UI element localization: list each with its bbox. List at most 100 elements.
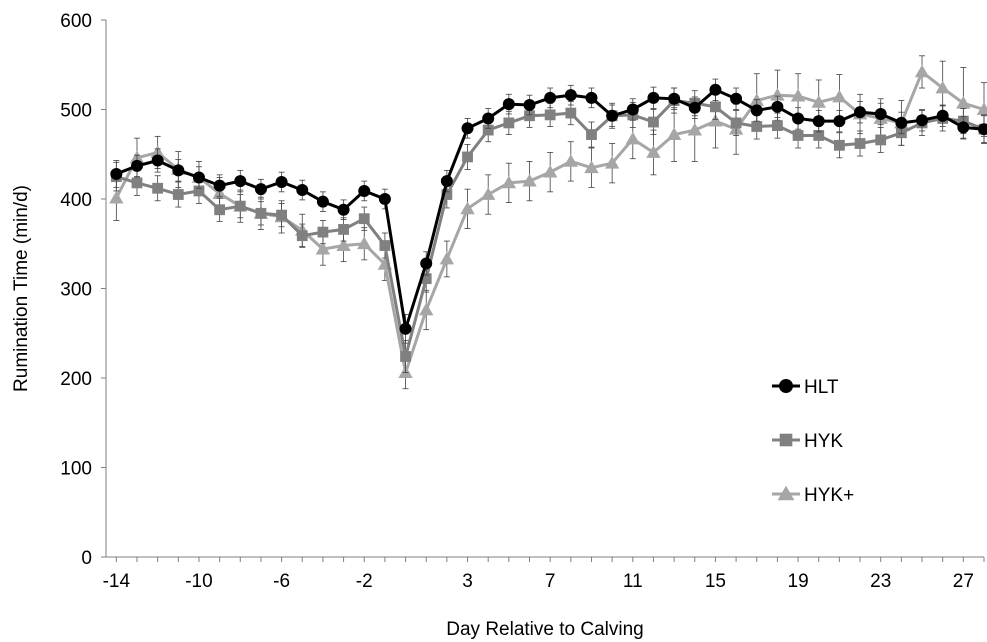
legend-marker (779, 379, 793, 393)
data-point (936, 109, 949, 122)
x-ticks: -14 -10 -6 -2 3 7 11 15 19 23 27 (103, 557, 985, 592)
data-point (358, 213, 370, 225)
data-point (317, 226, 329, 238)
y-tick-label: 400 (60, 190, 92, 211)
legend-label: HYK (804, 431, 843, 452)
data-point (565, 107, 577, 119)
data-point (501, 175, 517, 189)
data-point (480, 187, 496, 200)
data-point (544, 91, 557, 104)
data-point (482, 112, 495, 125)
data-point (688, 101, 701, 114)
data-point (378, 193, 391, 205)
y-tick-label: 500 (60, 101, 92, 122)
y-tick-label: 600 (60, 11, 92, 32)
data-point (234, 200, 246, 212)
data-point (357, 236, 372, 250)
data-point (790, 88, 806, 102)
data-point (214, 204, 226, 216)
data-point (956, 96, 971, 109)
data-point (770, 87, 785, 101)
y-axis-title: Rumination Time (min/d) (11, 185, 32, 392)
data-point (606, 109, 619, 122)
data-point (503, 117, 515, 129)
data-point (109, 190, 124, 204)
data-point (213, 179, 226, 192)
x-tick-label: -10 (185, 571, 212, 592)
legend: HLT HYK HYK+ (772, 377, 854, 506)
y-ticks: 0 100 200 300 400 500 600 (60, 11, 106, 569)
legend-marker (777, 485, 795, 501)
data-point (957, 121, 970, 134)
x-tick-label: -2 (356, 571, 373, 592)
data-point (276, 209, 287, 221)
data-point (811, 95, 826, 108)
data-point (916, 114, 929, 127)
data-point (585, 91, 598, 104)
data-point (337, 203, 350, 216)
data-point (666, 127, 682, 140)
data-point (874, 107, 887, 120)
data-point (296, 184, 309, 197)
data-point (234, 175, 247, 188)
data-point (813, 130, 825, 141)
data-point (316, 195, 329, 208)
x-tick-label: 15 (705, 571, 726, 592)
data-point (812, 115, 825, 128)
data-point (750, 104, 763, 117)
data-point (462, 151, 473, 163)
data-point (668, 92, 681, 105)
data-point (647, 91, 660, 104)
y-tick-label: 100 (60, 459, 92, 480)
data-point (419, 302, 434, 316)
data-point (461, 122, 474, 135)
data-point (751, 121, 763, 132)
data-point (338, 224, 349, 235)
data-point (626, 103, 639, 116)
data-point (441, 189, 453, 200)
data-point (315, 241, 331, 255)
x-tick-label: 27 (953, 571, 974, 592)
x-tick-label: -6 (273, 571, 290, 592)
data-point (420, 273, 432, 285)
legend-marker (779, 433, 793, 447)
x-tick-label: 7 (545, 571, 556, 592)
series-line (115, 99, 985, 357)
y-tick-label: 300 (60, 280, 92, 301)
legend-label: HYK+ (804, 485, 854, 506)
data-point (152, 182, 164, 194)
data-point (586, 129, 597, 140)
y-tick-label: 200 (60, 369, 92, 390)
legend-item: HLT (772, 377, 839, 398)
axes: 0 100 200 300 400 500 600 -14 -10 -6 -2 3 7 11 15 19 23… (60, 11, 985, 592)
data-point (439, 251, 455, 265)
data-point (625, 131, 640, 145)
series-hlt (110, 78, 987, 344)
data-point (646, 145, 661, 158)
data-point (482, 124, 494, 136)
x-tick-label: -14 (103, 571, 131, 592)
legend-item: HYK (772, 431, 843, 452)
data-point (379, 240, 391, 251)
data-point (978, 123, 987, 136)
data-point (131, 177, 143, 189)
data-point (648, 116, 659, 128)
data-point (172, 164, 185, 177)
legend-label: HLT (804, 377, 839, 398)
data-point (792, 130, 804, 141)
data-point (584, 160, 599, 174)
data-point (193, 185, 205, 197)
data-point (854, 138, 866, 149)
data-point (399, 322, 412, 335)
data-point (687, 122, 702, 136)
data-point (420, 257, 433, 270)
data-point (400, 351, 411, 362)
data-point (935, 80, 950, 94)
data-point (502, 98, 515, 111)
data-point (833, 115, 846, 128)
data-point (895, 116, 908, 129)
data-point (151, 154, 164, 167)
legend-item: HYK+ (772, 485, 854, 506)
data-point (275, 175, 288, 188)
